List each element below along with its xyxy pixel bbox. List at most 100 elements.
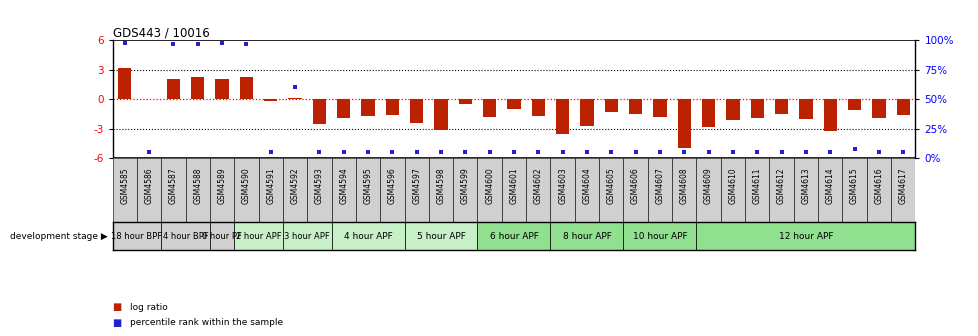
Bar <box>355 158 379 222</box>
Bar <box>871 99 885 118</box>
Text: 4 hour BPF: 4 hour BPF <box>162 232 208 241</box>
Bar <box>793 158 818 222</box>
Bar <box>818 158 841 222</box>
Text: GSM4599: GSM4599 <box>461 167 469 204</box>
Bar <box>112 222 161 250</box>
Text: GSM4592: GSM4592 <box>290 167 299 204</box>
Bar <box>556 99 569 134</box>
Bar <box>574 158 599 222</box>
Text: development stage ▶: development stage ▶ <box>10 232 108 241</box>
Text: GSM4614: GSM4614 <box>824 167 834 204</box>
Bar <box>550 158 574 222</box>
Bar <box>215 79 229 99</box>
Bar <box>137 158 161 222</box>
Text: GSM4605: GSM4605 <box>606 167 615 204</box>
Bar <box>695 158 720 222</box>
Text: 10 hour APF: 10 hour APF <box>632 232 687 241</box>
Bar <box>890 158 914 222</box>
Bar <box>404 158 428 222</box>
Bar <box>726 99 738 120</box>
Bar <box>332 222 404 250</box>
Text: GSM4609: GSM4609 <box>703 167 712 204</box>
Bar <box>477 158 502 222</box>
Text: 5 hour APF: 5 hour APF <box>416 232 465 241</box>
Bar <box>234 222 283 250</box>
Bar <box>240 77 252 99</box>
Text: 18 hour BPF: 18 hour BPF <box>111 232 162 241</box>
Text: GSM4598: GSM4598 <box>436 167 445 204</box>
Text: GSM4590: GSM4590 <box>242 167 250 204</box>
Text: GSM4601: GSM4601 <box>509 167 518 204</box>
Bar <box>379 158 404 222</box>
Text: GSM4603: GSM4603 <box>557 167 566 204</box>
Bar <box>289 98 301 99</box>
Bar <box>332 158 355 222</box>
Bar <box>336 99 350 118</box>
Bar <box>404 222 477 250</box>
Bar <box>477 222 550 250</box>
Text: log ratio: log ratio <box>130 303 168 312</box>
Text: GSM4596: GSM4596 <box>387 167 396 204</box>
Bar <box>283 222 332 250</box>
Text: GSM4615: GSM4615 <box>849 167 858 204</box>
Bar <box>750 99 763 118</box>
Bar <box>453 158 477 222</box>
Bar <box>841 158 866 222</box>
Text: GSM4610: GSM4610 <box>728 167 736 204</box>
Bar <box>186 158 209 222</box>
Bar <box>531 99 545 116</box>
Text: ■: ■ <box>112 302 121 312</box>
Text: GSM4593: GSM4593 <box>315 167 324 204</box>
Bar <box>604 99 617 112</box>
Text: GSM4586: GSM4586 <box>145 167 154 204</box>
Text: GSM4613: GSM4613 <box>801 167 810 204</box>
Bar <box>161 222 209 250</box>
Text: 8 hour APF: 8 hour APF <box>562 232 611 241</box>
Bar <box>896 99 909 115</box>
Text: 4 hour APF: 4 hour APF <box>343 232 392 241</box>
Bar <box>258 158 283 222</box>
Bar <box>822 99 836 131</box>
Bar <box>701 99 715 127</box>
Text: GSM4597: GSM4597 <box>412 167 421 204</box>
Text: 0 hour PF: 0 hour PF <box>201 232 242 241</box>
Text: GSM4595: GSM4595 <box>363 167 373 204</box>
Text: GSM4591: GSM4591 <box>266 167 275 204</box>
Text: GSM4612: GSM4612 <box>777 167 785 204</box>
Text: GSM4607: GSM4607 <box>654 167 664 204</box>
Text: 12 hour APF: 12 hour APF <box>778 232 832 241</box>
Bar <box>580 99 593 126</box>
Bar <box>458 99 471 104</box>
Bar <box>628 99 642 114</box>
Bar <box>385 99 399 115</box>
Bar <box>866 158 890 222</box>
Bar <box>677 99 690 148</box>
Bar <box>507 99 520 109</box>
Bar <box>434 99 447 130</box>
Bar <box>191 77 204 99</box>
Bar <box>118 68 131 99</box>
Bar <box>307 158 332 222</box>
Bar <box>720 158 744 222</box>
Bar <box>775 99 787 114</box>
Bar <box>209 222 234 250</box>
Bar <box>410 99 422 123</box>
Bar <box>695 222 914 250</box>
Text: GSM4594: GSM4594 <box>338 167 348 204</box>
Text: GSM4588: GSM4588 <box>193 167 202 204</box>
Text: GSM4617: GSM4617 <box>898 167 907 204</box>
Bar <box>623 222 695 250</box>
Bar <box>672 158 695 222</box>
Bar <box>623 158 647 222</box>
Bar <box>264 99 277 100</box>
Text: GSM4608: GSM4608 <box>679 167 689 204</box>
Bar <box>312 99 326 124</box>
Text: GSM4589: GSM4589 <box>217 167 226 204</box>
Text: ■: ■ <box>112 318 121 328</box>
Bar <box>769 158 793 222</box>
Bar <box>525 158 550 222</box>
Text: GSM4611: GSM4611 <box>752 167 761 204</box>
Bar <box>166 79 180 99</box>
Bar <box>502 158 525 222</box>
Bar <box>647 158 672 222</box>
